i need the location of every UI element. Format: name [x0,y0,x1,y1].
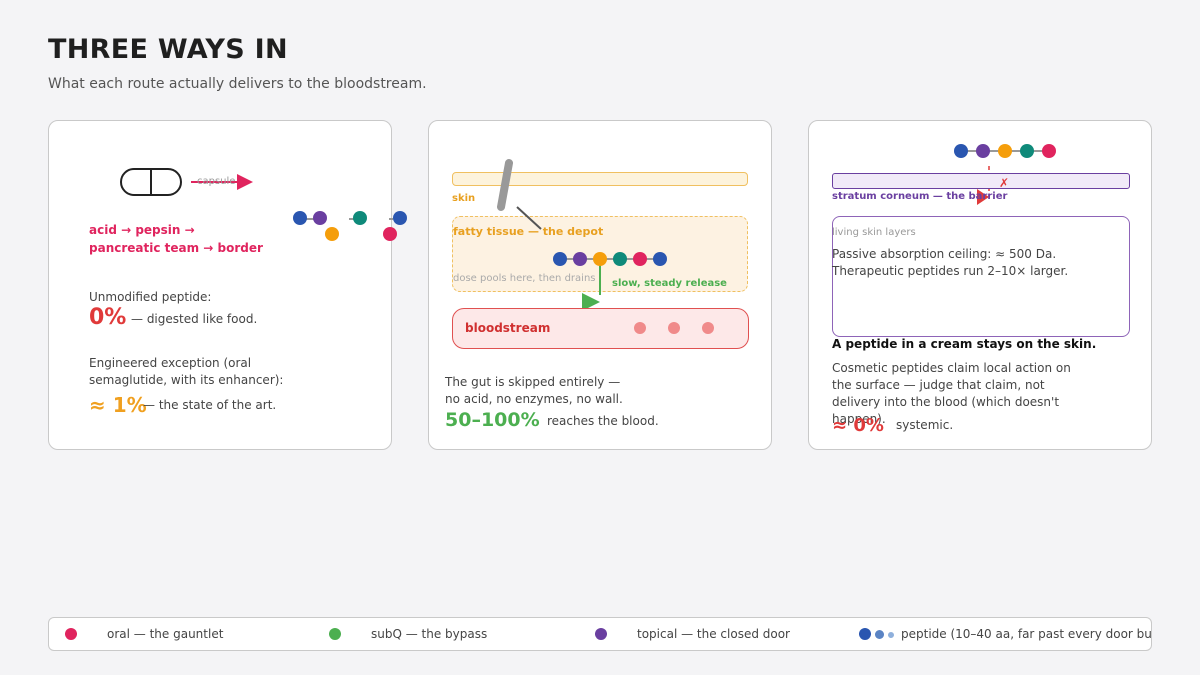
subq-body: The gut is skipped entirely — no acid, n… [445,375,623,406]
peptide-dot [633,252,647,266]
bloodstream-label: bloodstream [465,321,551,335]
release-label: slow, steady release [612,278,727,289]
peptide-dot [653,252,667,266]
barrier-label: stratum corneum — the barrier [832,191,1008,202]
skin-layer [452,172,748,186]
ceiling-text: Passive absorption ceiling: ≈ 500 Da. Th… [832,247,1069,278]
unmodified-suffix: — digested like food. [131,312,258,326]
exception-label: Engineered exception (oral semaglutide, … [89,356,284,387]
legend-peptide-dot [859,628,871,640]
topical-value: ≈ 0% [832,415,884,436]
legend-peptide-dot [888,632,894,638]
blood-peptide-dot [702,322,714,334]
peptide-dot [1020,144,1034,158]
oral-path-text: acid → pepsin → pancreatic team → border [89,223,263,255]
needle-icon [497,159,513,211]
peptide-dot [553,252,567,266]
blocked-arrow-head [977,189,989,205]
topical-card: ✗ stratum corneum — the barrier living s… [808,120,1152,450]
legend-oral-dot [65,628,77,640]
peptide-fragment-dot [353,211,367,225]
blood-peptide-dot [634,322,646,334]
pool-label: dose pools here, then drains [453,273,596,284]
needle-tip [516,206,542,230]
unmodified-label: Unmodified peptide: [89,290,212,304]
living-skin-layers [832,216,1130,337]
peptide-fragment-dot [393,211,407,225]
legend: oral — the gauntlet subQ — the bypass to… [48,617,1152,651]
peptide-dot [613,252,627,266]
blood-peptide-dot [668,322,680,334]
oral-card: capsule acid → pepsin → pancreatic team … [48,120,407,450]
legend-topical-label: topical — the closed door [637,627,790,641]
peptide-fragment-dot [293,211,307,225]
bloodstream [452,308,749,349]
exception-suffix: — the state of the art. [143,398,277,412]
release-arrow-head [582,293,600,311]
blocked-mark: ✗ [999,176,1010,190]
peptide-fragment-dot [313,211,327,225]
peptide-fragment-dot [383,227,397,241]
peptide-fragment-dot [325,227,339,241]
peptide-dot [1042,144,1056,158]
skin-label: skin [452,193,476,204]
exception-value: ≈ 1% [89,393,147,417]
subq-value: 50–100% [445,409,540,431]
legend-subq-dot [329,628,341,640]
stratum-corneum-layer [832,173,1130,189]
subq-card: skin fatty tissue — the depot dose pools… [428,120,772,450]
legend-peptide-dot [875,630,884,639]
legend-peptide-label: peptide (10–40 aa, far past every door b… [901,627,1152,641]
oral-arrow-head [237,174,253,190]
legend-subq-label: subQ — the bypass [371,627,488,641]
topical-body: Cosmetic peptides claim local action on … [832,361,1071,426]
peptide-dot [573,252,587,266]
legend-oral-label: oral — the gauntlet [107,627,224,641]
peptide-dot [998,144,1012,158]
topical-value-suffix: systemic. [896,418,954,432]
peptide-dot [954,144,968,158]
subq-value-suffix: reaches the blood. [547,414,659,428]
legend-topical-dot [595,628,607,640]
peptide-dot [976,144,990,158]
layers-label: living skin layers [832,227,916,238]
depot-label: fatty tissue — the depot [453,225,604,238]
page-title: THREE WAYS IN [48,34,288,65]
page-subtitle: What each route actually delivers to the… [48,76,427,92]
capsule-label: capsule [197,176,236,187]
peptide-dot [593,252,607,266]
topical-headline: A peptide in a cream stays on the skin. [832,337,1097,351]
oral-diagram [120,168,393,220]
unmodified-value: 0% [89,305,127,330]
